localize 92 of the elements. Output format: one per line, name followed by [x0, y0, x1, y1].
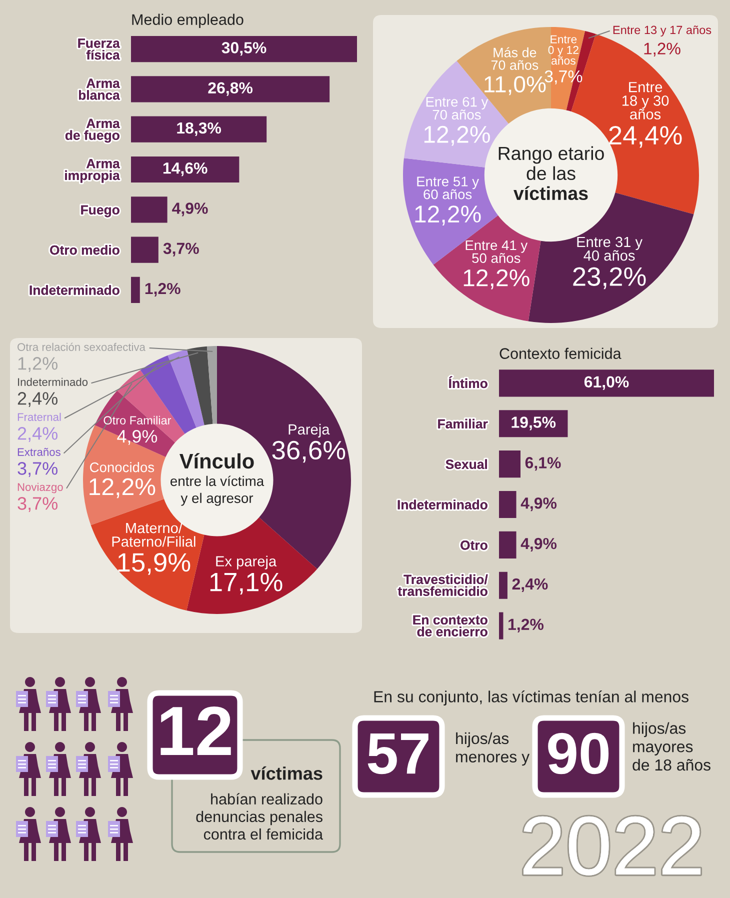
- slice-label: Entre 51 y 60 años: [417, 176, 479, 200]
- data-label: 4,9%: [117, 430, 158, 445]
- data-label: 12,2%: [424, 126, 490, 146]
- data-label: 30,5%: [222, 42, 266, 56]
- y-tick-label: En contexto de encierro: [413, 615, 488, 636]
- bar: [499, 370, 714, 397]
- slice-label: Materno/ Paterno/Filial: [112, 522, 196, 547]
- slice-label: Entre 41 y 50 años: [466, 240, 528, 264]
- slice-label: Otro Familiar: [104, 416, 172, 425]
- data-label: 4,9%: [520, 538, 557, 552]
- text: 57: [368, 733, 428, 774]
- data-label: 4,9%: [172, 202, 208, 216]
- y-tick-label: Arma blanca: [78, 78, 120, 100]
- slice-label: Indeterminado: [18, 378, 88, 386]
- donut-slice: [206, 346, 217, 424]
- bar: [131, 36, 357, 62]
- y-tick-label: Íntimo: [448, 376, 488, 388]
- y-tick-label: Otro medio: [50, 245, 120, 255]
- data-label: 26,8%: [208, 82, 253, 96]
- y-tick-label: Arma impropia: [65, 159, 120, 183]
- data-label: 24,4%: [609, 126, 682, 148]
- data-label: 2,4%: [512, 578, 548, 592]
- data-label: 12,2%: [90, 478, 156, 498]
- data-label: 11,0%: [484, 76, 546, 96]
- data-label: 18,3%: [177, 122, 222, 136]
- y-tick-label: Fuego: [81, 205, 120, 218]
- data-label: 1,2%: [145, 282, 180, 297]
- chart-title: Medio empleado: [132, 14, 244, 28]
- bar: [131, 236, 158, 263]
- slice-label: Fraternal: [18, 412, 61, 421]
- y-tick-label: Familiar: [438, 418, 488, 429]
- y-tick-label: Fuerza física: [78, 38, 120, 60]
- bar: [131, 116, 267, 142]
- data-label: 14,6%: [163, 162, 208, 176]
- y-tick-label: Travesticidio/ transfemicidio: [398, 574, 488, 596]
- data-label: 1,2%: [508, 618, 544, 632]
- data-label: 3,7%: [163, 242, 199, 256]
- y-tick-label: Arma de fuego: [65, 118, 120, 143]
- slice-label: Entre 31 y 40 años: [577, 236, 643, 261]
- data-label: 1,2%: [644, 42, 680, 56]
- slice-label: Entre 61 y 70 años: [426, 96, 488, 120]
- chart-title: Contexto femicida: [500, 348, 622, 359]
- data-label: 15,9%: [118, 553, 190, 575]
- data-label: 6,1%: [525, 457, 561, 471]
- data-label: 12,2%: [464, 269, 530, 290]
- data-label: 12,2%: [415, 206, 481, 226]
- bar: [499, 490, 516, 518]
- bar: [131, 76, 330, 102]
- data-label: 4,9%: [520, 497, 557, 512]
- slice-label: Más de 70 años: [491, 47, 538, 70]
- slice-label: Ex pareja: [216, 556, 277, 570]
- bar: [499, 531, 516, 558]
- bar: [131, 276, 140, 303]
- data-label: 19,5%: [512, 416, 556, 430]
- text: Vínculo: [180, 453, 254, 469]
- text: hijos/as menores y: [456, 732, 530, 766]
- slice-label: Conocidos: [90, 462, 154, 472]
- text: 12: [160, 706, 231, 755]
- text: víctimas: [250, 766, 322, 780]
- slice-label: Pareja: [288, 424, 330, 438]
- slice-label: Extraños: [18, 448, 60, 456]
- text: habían realizado denuncias penales contra el femicida: [196, 793, 324, 840]
- data-label: 2,4%: [18, 392, 58, 407]
- text: hijos/as mayores de 18 años: [632, 722, 710, 771]
- data-label: 2,4%: [18, 427, 58, 442]
- bar: [499, 450, 520, 478]
- text: En su conjunto, las víctimas tenían al menos: [374, 690, 688, 706]
- data-label: 1,2%: [18, 357, 58, 372]
- bar: [131, 196, 168, 223]
- slice-label: Otra relación sexoafectiva: [18, 342, 146, 351]
- text: Rango etario de las víctimas: [498, 146, 604, 200]
- y-tick-label: Sexual: [446, 459, 487, 469]
- slice-label: Entre 18 y 30 años: [622, 82, 669, 120]
- slice-label: Noviazgo: [18, 482, 63, 494]
- data-label: 17,1%: [210, 572, 282, 595]
- data-label: 36,6%: [272, 440, 346, 463]
- data-label: 61,0%: [584, 376, 629, 390]
- y-tick-label: Otro: [460, 540, 488, 550]
- bar: [499, 572, 508, 599]
- slice-label: Entre 13 y 17 años: [613, 26, 712, 36]
- data-label: 3,7%: [18, 462, 58, 477]
- data-label: 23,2%: [573, 267, 646, 290]
- text: 2022: [524, 816, 701, 876]
- y-tick-label: Indeterminado: [30, 285, 120, 295]
- text: 90: [548, 732, 609, 774]
- text: entre la víctima y el agresor: [170, 476, 264, 506]
- slice-label: Entre 0 y 12 años: [548, 35, 578, 65]
- bar: [131, 156, 240, 183]
- data-label: 3,7%: [18, 497, 58, 512]
- bar: [499, 612, 504, 640]
- y-tick-label: Indeterminado: [398, 500, 488, 510]
- donut-slice: [186, 346, 213, 426]
